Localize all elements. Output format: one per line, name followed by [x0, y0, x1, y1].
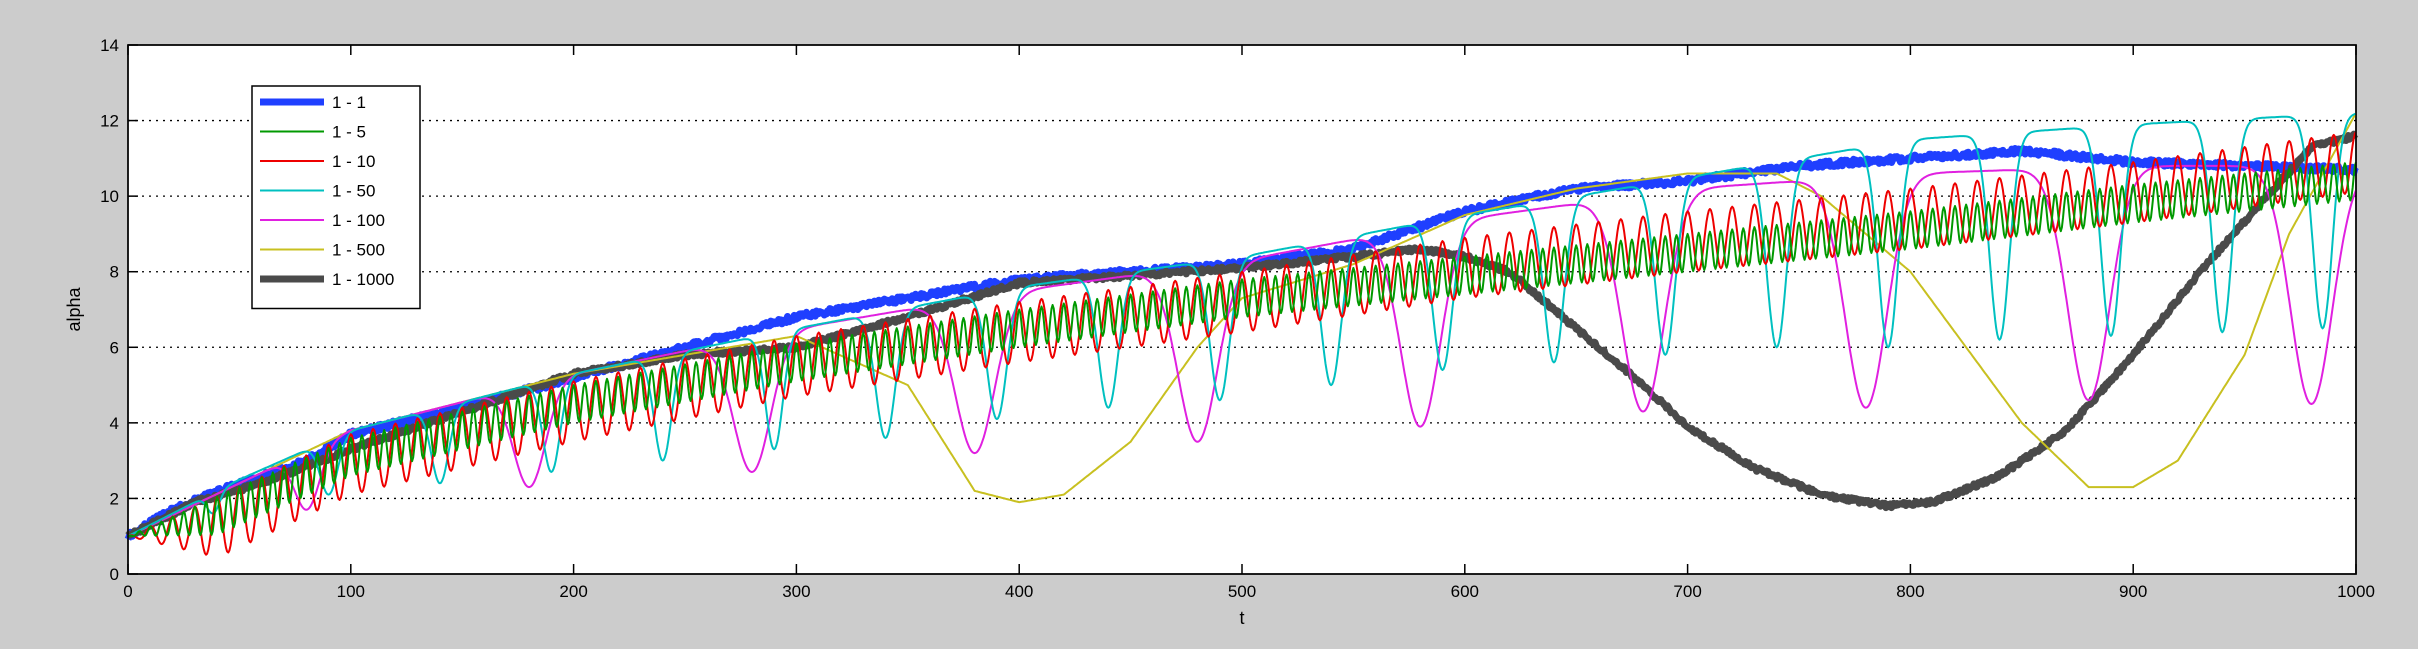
legend-label: 1 - 1000 — [332, 270, 394, 289]
x-tick-label: 0 — [123, 582, 132, 601]
x-tick-label: 600 — [1451, 582, 1479, 601]
x-tick-label: 900 — [2119, 582, 2147, 601]
legend-box — [251, 85, 421, 310]
legend-label: 1 - 100 — [332, 211, 385, 230]
plot-frame — [127, 44, 2357, 575]
y-tick-label: 0 — [110, 565, 119, 584]
y-tick-label: 8 — [110, 263, 119, 282]
x-tick-label: 500 — [1228, 582, 1256, 601]
y-tick-label: 6 — [110, 338, 119, 357]
series-line-1-100 — [127, 164, 2357, 538]
y-tick-label: 12 — [100, 112, 119, 131]
x-tick-label: 1000 — [2337, 582, 2375, 601]
series-line-1-5 — [127, 161, 2357, 538]
legend-label: 1 - 1 — [332, 93, 366, 112]
y-tick-label: 2 — [110, 489, 119, 508]
legend-label: 1 - 500 — [332, 241, 385, 260]
y-tick-label: 4 — [110, 414, 119, 433]
x-axis-label: t — [1239, 608, 1244, 628]
legend: 1 - 1 1 - 5 1 - 10 1 - 50 1 - 100 1 - 500 1 - … — [251, 85, 421, 310]
y-tick-label: 14 — [100, 36, 119, 55]
legend-label: 1 - 10 — [332, 152, 375, 171]
legend-label: 1 - 50 — [332, 182, 375, 201]
series-line-1-50 — [127, 112, 2357, 538]
series-group — [124, 112, 2359, 556]
y-axis-label: alpha — [64, 286, 84, 331]
legend-label: 1 - 5 — [332, 123, 366, 142]
x-tick-label: 200 — [559, 582, 587, 601]
plot-area — [127, 44, 2357, 575]
x-tick-label: 800 — [1896, 582, 1924, 601]
y-tick-label: 10 — [100, 187, 119, 206]
x-tick-label: 400 — [1005, 582, 1033, 601]
x-tick-label: 700 — [1673, 582, 1701, 601]
x-tick-label: 100 — [337, 582, 365, 601]
x-tick-label: 300 — [782, 582, 810, 601]
axis-ticks: 0 2 4 6 8 10 12 14 0 100 200 300 400 500 600 700 800 900 1… — [100, 36, 2375, 601]
